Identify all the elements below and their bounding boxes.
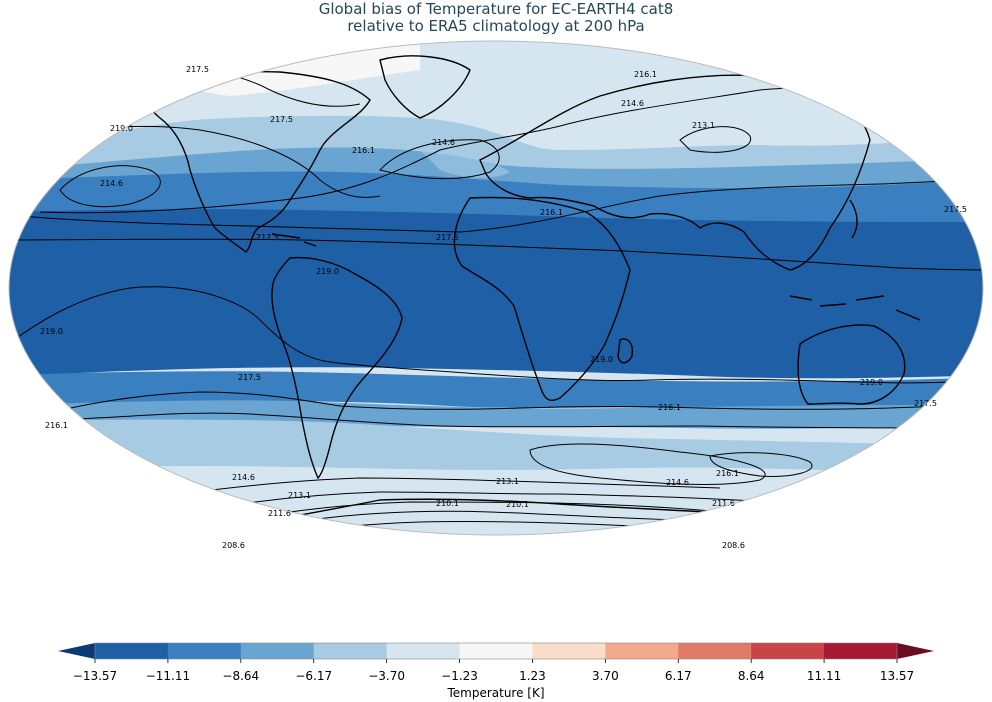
colorbar-swatch	[824, 643, 898, 659]
colorbar: −13.57 −11.11 −8.64 −6.17 −3.70 −1.23 1.23 3.70…	[58, 642, 934, 700]
islands-indonesia	[789, 295, 921, 321]
contour-label: 213.1	[288, 491, 311, 500]
colorbar-tick-label: 6.17	[665, 669, 692, 683]
colorbar-extend-min	[58, 643, 95, 659]
continent-australia	[797, 324, 906, 405]
contour-label: 216.1	[540, 208, 563, 217]
colorbar-swatch	[240, 643, 315, 659]
colorbar-tick-label: −11.11	[146, 669, 190, 683]
contour-label: 214.6	[232, 473, 255, 482]
bias-field	[9, 41, 983, 535]
contour-label: 216.1	[45, 421, 68, 430]
continent-greenland	[379, 55, 471, 119]
continent-eurasia	[479, 74, 871, 271]
map-title-line2: relative to ERA5 climatology at 200 hPa	[347, 17, 645, 35]
colorbar-swatch	[386, 643, 461, 659]
contour-label: 219.0	[316, 267, 339, 276]
contour-label: 214.6	[666, 478, 689, 487]
island-madagascar	[617, 338, 634, 364]
contour-label: 219.0	[860, 378, 883, 387]
contour-label: 217.5	[256, 233, 279, 242]
colorbar-extend-max	[897, 643, 934, 659]
contour-label: 216.1	[352, 146, 375, 155]
colorbar-tick-label: 3.70	[592, 669, 619, 683]
colorbar-frame	[94, 642, 898, 660]
contour-label: 210.1	[506, 500, 529, 509]
colorbar-swatches	[95, 643, 898, 659]
colorbar-tick-label: 1.23	[519, 669, 546, 683]
colorbar-tick-label: −3.70	[368, 669, 405, 683]
colorbar-label: Temperature [K]	[446, 686, 544, 700]
colorbar-tick-label: −1.23	[441, 669, 478, 683]
contour-label: 208.6	[222, 541, 245, 550]
contour-label: 216.1	[658, 403, 681, 412]
colorbar-tick-label: −8.64	[222, 669, 259, 683]
colorbar-tick-label: 8.64	[738, 669, 765, 683]
contour-label: 211.6	[712, 499, 735, 508]
colorbar-swatch	[532, 643, 606, 659]
contour-label: 214.6	[100, 179, 123, 188]
islands-caribbean	[271, 233, 317, 247]
contour-label: 216.1	[716, 469, 739, 478]
colorbar-swatch	[167, 643, 242, 659]
map-title-line1: Global bias of Temperature for EC-EARTH4…	[318, 0, 674, 18]
contour-label: 219.0	[40, 327, 63, 336]
contour-label: 217.5	[186, 65, 209, 74]
contour-label: 217.5	[436, 233, 459, 242]
contour-label: 210.1	[436, 499, 459, 508]
colorbar-ticks: −13.57 −11.11 −8.64 −6.17 −3.70 −1.23 1.23 3.70…	[73, 659, 914, 683]
contour-lines	[9, 68, 983, 535]
colorbar-swatch	[459, 643, 533, 659]
contour-label: 214.6	[621, 99, 644, 108]
colorbar-swatch	[751, 643, 825, 659]
contour-labels: 217.5 219.0 217.5 216.1 214.6 216.1 214.…	[40, 65, 967, 550]
islands-japan	[849, 199, 858, 239]
colorbar-tick-label: 11.11	[807, 669, 841, 683]
contour-label: 219.0	[590, 355, 613, 364]
contour-label: 216.1	[634, 70, 657, 79]
contour-label: 217.5	[944, 205, 967, 214]
contour-label: 217.5	[914, 399, 937, 408]
colorbar-tick-label: −6.17	[295, 669, 332, 683]
contour-label: 211.6	[268, 509, 291, 518]
colorbar-swatch	[605, 643, 679, 659]
colorbar-swatch	[678, 643, 752, 659]
colorbar-swatch	[313, 643, 388, 659]
colorbar-swatch	[95, 643, 169, 659]
continent-south-america	[271, 256, 403, 480]
contour-label: 214.6	[432, 138, 455, 147]
contour-label: 217.5	[270, 115, 293, 124]
colorbar-tick-label: −13.57	[73, 669, 117, 683]
contour-label: 219.0	[110, 124, 133, 133]
continent-north-america	[145, 71, 371, 253]
contour-label: 217.5	[238, 373, 261, 382]
contour-label: 208.6	[722, 541, 745, 550]
continent-africa	[453, 196, 631, 402]
contour-label: 213.1	[692, 121, 715, 130]
colorbar-tick-label: 13.57	[880, 669, 914, 683]
contour-label: 213.1	[496, 477, 519, 486]
globe-outline	[8, 40, 984, 536]
